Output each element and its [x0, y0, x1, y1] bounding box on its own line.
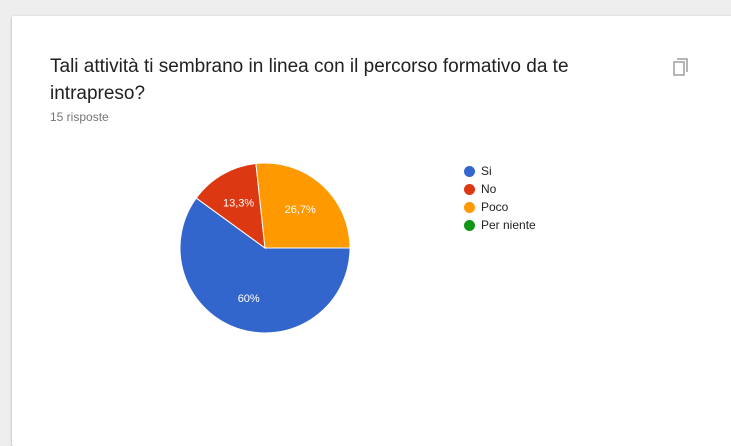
pie-slice-si[interactable]	[179, 197, 351, 334]
chart-legend: Si No Poco Per niente	[464, 162, 536, 234]
pie-label-no: 13,3%	[223, 197, 254, 209]
legend-swatch	[464, 183, 475, 195]
response-count: 15 risposte	[50, 110, 109, 124]
pie-chart: 60% 13,3% 26,7%	[179, 162, 351, 334]
legend-item-no[interactable]: No	[464, 180, 536, 198]
legend-item-poco[interactable]: Poco	[464, 198, 536, 216]
copy-icon[interactable]	[671, 57, 693, 79]
legend-label: Poco	[481, 200, 509, 214]
pie-label-poco: 26,7%	[285, 204, 316, 216]
legend-swatch	[464, 165, 475, 177]
legend-swatch	[464, 219, 475, 231]
pie-label-si: 60%	[238, 293, 260, 305]
legend-item-per-niente[interactable]: Per niente	[464, 216, 536, 234]
legend-label: No	[481, 182, 497, 196]
question-card: Tali attività ti sembrano in linea con i…	[12, 16, 731, 446]
legend-swatch	[464, 201, 475, 213]
legend-item-si[interactable]: Si	[464, 162, 536, 180]
legend-label: Si	[481, 164, 492, 178]
pie-slice-no[interactable]	[195, 162, 266, 250]
pie-slice-poco[interactable]	[255, 162, 351, 249]
question-title: Tali attività ti sembrano in linea con i…	[50, 56, 569, 104]
legend-label: Per niente	[481, 218, 536, 232]
